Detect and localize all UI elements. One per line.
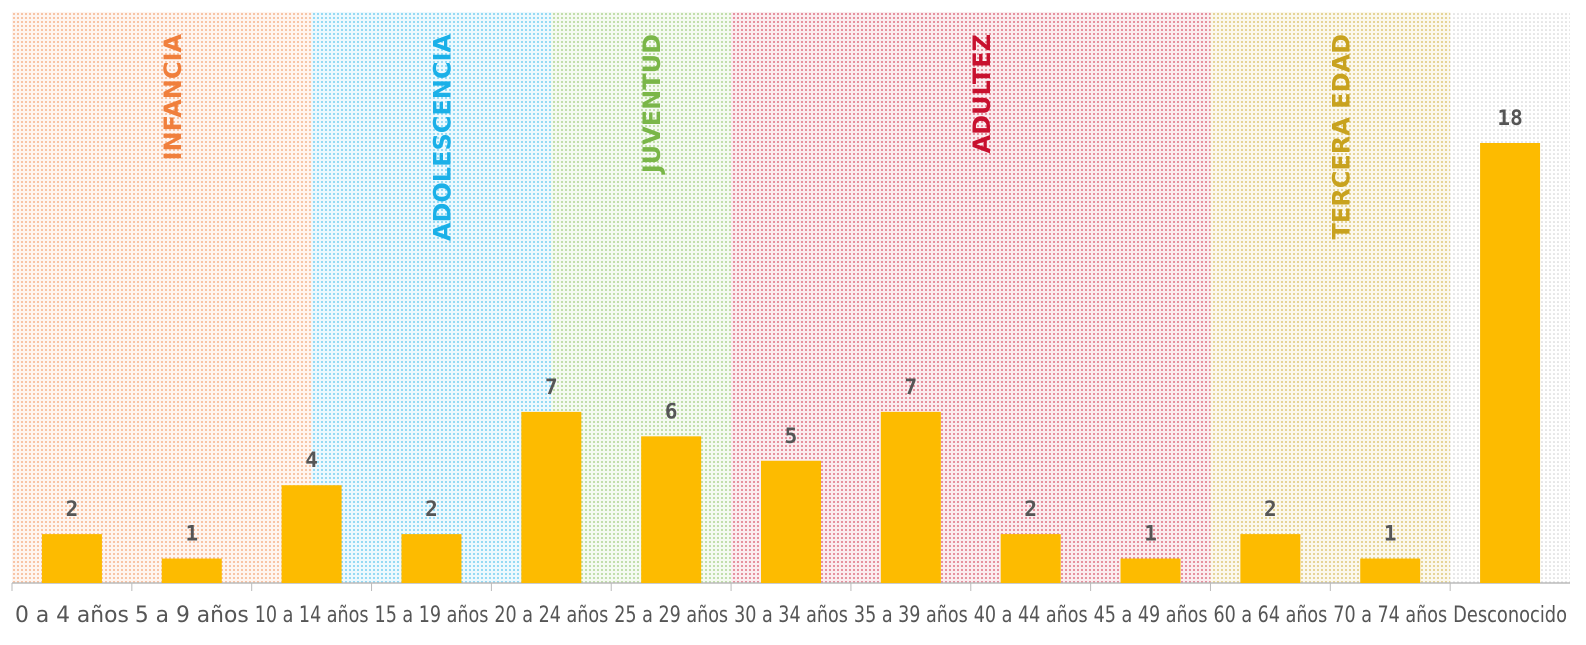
data-label: 18 (1497, 106, 1522, 130)
band-label: JUVENTUD (638, 34, 666, 175)
x-tick-label: 0 a 4 años (15, 603, 129, 628)
bar (1000, 534, 1061, 583)
x-tick-label: 5 a 9 años (135, 603, 249, 628)
bar (1120, 558, 1181, 583)
data-label: 1 (1384, 522, 1397, 546)
bar (880, 411, 941, 583)
band-label: ADOLESCENCIA (428, 34, 456, 242)
x-tick-label: 30 a 34 años (734, 603, 848, 628)
bar (1240, 534, 1301, 583)
data-label: 1 (185, 522, 198, 546)
data-label: 5 (785, 424, 798, 448)
x-tick-label: 40 a 44 años (974, 603, 1088, 628)
data-label: 4 (305, 448, 318, 472)
x-tick-label: 10 a 14 años (255, 603, 369, 628)
data-label: 1 (1144, 522, 1157, 546)
data-label: 7 (905, 375, 918, 399)
band-background (12, 12, 312, 583)
bar (1360, 558, 1421, 583)
band-label: ADULTEZ (968, 34, 996, 153)
bar (401, 534, 462, 583)
bar (761, 460, 821, 583)
bar (41, 534, 102, 583)
x-tick-label: 35 a 39 años (854, 603, 968, 628)
data-label: 2 (425, 497, 438, 521)
x-tick-label: 70 a 74 años (1333, 603, 1447, 628)
band-background (1210, 12, 1451, 583)
x-tick-label: 20 a 24 años (494, 603, 608, 628)
band-label: INFANCIA (159, 34, 187, 161)
bar (1480, 143, 1541, 583)
data-label: 7 (545, 375, 558, 399)
band-label: TERCERA EDAD (1327, 34, 1355, 239)
x-tick-label: 45 a 49 años (1094, 603, 1208, 628)
data-label: 2 (66, 497, 79, 521)
band-background (311, 12, 552, 583)
bar (161, 558, 222, 583)
bar (281, 485, 342, 583)
x-tick-label: 60 a 64 años (1213, 603, 1327, 628)
data-label: 2 (1264, 497, 1277, 521)
x-tick-label: 15 a 19 años (375, 603, 489, 628)
data-label: 6 (665, 399, 678, 423)
data-label: 2 (1024, 497, 1037, 521)
x-tick-label: 25 a 29 años (614, 603, 728, 628)
bar (521, 411, 582, 583)
bar (641, 436, 702, 583)
x-tick-label: Desconocido (1453, 603, 1567, 628)
